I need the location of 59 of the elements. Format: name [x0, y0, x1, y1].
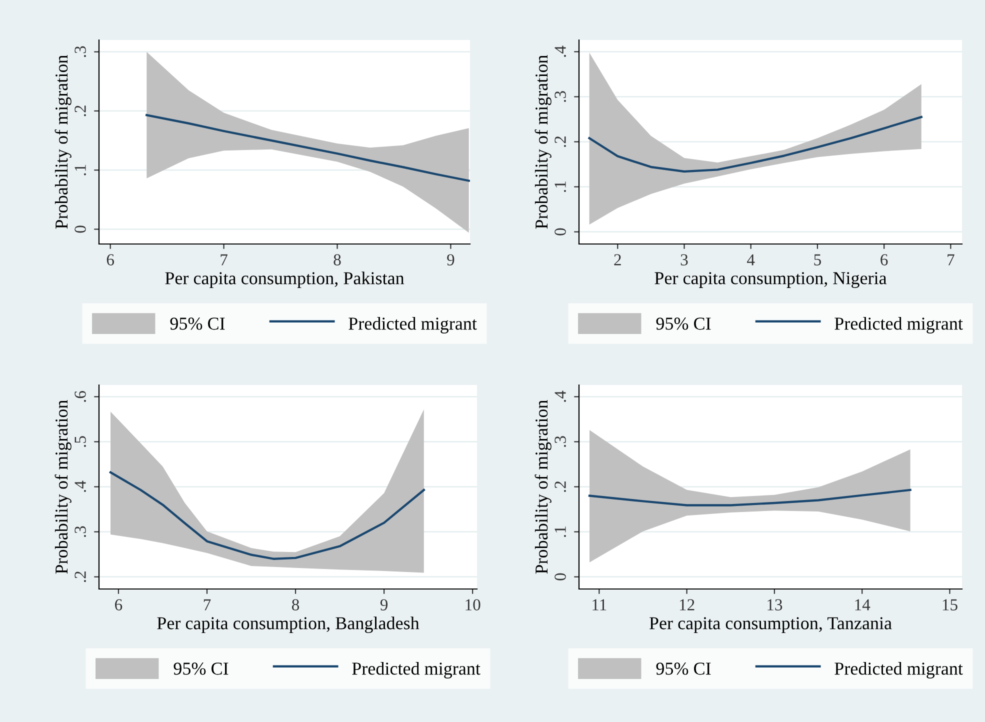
- x-tick-label: 5: [814, 254, 821, 266]
- y-axis-title: Probability of migration: [534, 55, 552, 229]
- legend-label: Predicted migrant: [352, 662, 480, 678]
- legend-label: Predicted migrant: [834, 662, 963, 678]
- x-tick-label: 13: [768, 599, 782, 610]
- x-tick-label: 12: [680, 599, 694, 610]
- x-axis-title: Per capita consumption, Bangladesh: [157, 616, 420, 634]
- x-tick-label: 8: [292, 599, 300, 610]
- y-tick-label: .2: [554, 136, 566, 147]
- line-series: [588, 116, 922, 173]
- y-tick-label: .4: [554, 390, 566, 402]
- y-tick-label: 0: [74, 226, 86, 233]
- y-tick-label: .1: [554, 182, 566, 192]
- text: 95% CI: [170, 318, 225, 330]
- x-axis-title: Per capita consumption, Nigeria: [654, 272, 887, 288]
- text: 95% CI: [656, 318, 711, 330]
- y-tick-label: .1: [554, 526, 566, 537]
- x-tick-label: 7: [204, 599, 211, 610]
- y-tick-label: .4: [554, 46, 566, 57]
- x-axis-title: Per capita consumption, Tanzania: [649, 617, 892, 633]
- y-tick-label: 0: [554, 573, 566, 580]
- x-tick-label: 7: [220, 254, 228, 266]
- x-tick-label: 15: [942, 599, 958, 610]
- line-series: [109, 471, 425, 560]
- legend-label: Predicted migrant: [834, 317, 963, 334]
- y-tick-label: 0: [554, 228, 566, 236]
- x-tick-label: 9: [447, 254, 454, 266]
- x-tick-label: 7: [948, 254, 954, 266]
- text: 95% CI: [174, 662, 228, 675]
- x-tick-label: 2: [614, 254, 621, 266]
- x-tick-label: 6: [106, 254, 114, 266]
- x-tick-label: 14: [855, 599, 870, 610]
- y-tick-label: .3: [74, 526, 86, 537]
- y-tick-label: .1: [74, 164, 86, 176]
- x-tick-label: 10: [466, 599, 480, 610]
- y-tick-label: .3: [74, 46, 86, 57]
- x-tick-label: 11: [592, 599, 606, 610]
- x-tick-label: 9: [380, 599, 388, 610]
- x-tick-label: 6: [115, 599, 122, 610]
- x-tick-label: 8: [334, 254, 341, 266]
- y-axis-title: Probability of migration: [54, 55, 72, 229]
- line-series: [588, 488, 912, 506]
- y-axis-title: Probability of migration: [54, 400, 72, 574]
- x-tick-label: 3: [680, 254, 688, 266]
- text: 95% CI: [656, 662, 711, 675]
- y-tick-label: .3: [554, 91, 566, 102]
- legend-label: Predicted migrant: [348, 317, 477, 334]
- y-tick-label: .2: [554, 481, 566, 492]
- y-tick-label: .3: [554, 436, 566, 447]
- x-tick-label: 6: [880, 254, 888, 266]
- y-tick-label: .2: [74, 106, 86, 116]
- y-tick-label: .5: [74, 436, 86, 447]
- x-axis-title: Per capita consumption, Pakistan: [165, 272, 404, 288]
- y-axis-title: Probability of migration: [534, 400, 552, 574]
- y-tick-label: .6: [74, 390, 86, 402]
- x-tick-label: 4: [747, 254, 755, 266]
- y-tick-label: .4: [74, 480, 86, 492]
- line-series: [146, 114, 470, 182]
- y-tick-label: .2: [74, 572, 86, 582]
